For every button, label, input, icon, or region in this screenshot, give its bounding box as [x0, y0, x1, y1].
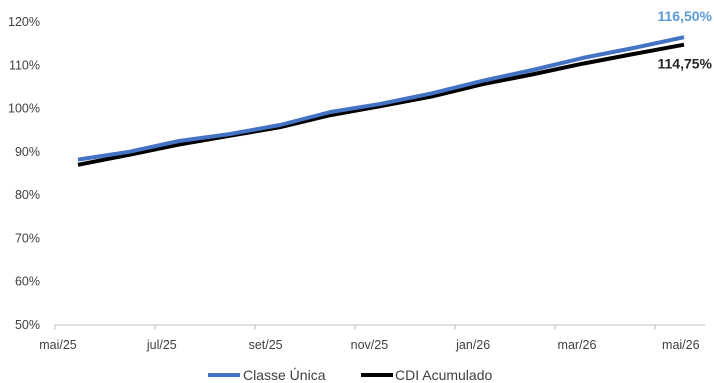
legend-label: Classe Única — [243, 367, 326, 383]
end-value-label: 114,75% — [658, 56, 713, 72]
series-line-1 — [77, 42, 685, 167]
x-axis: mai/25 jul/25 set/25 nov/25 jan/26 mar/26 mai/… — [39, 324, 705, 352]
x-tick-label: set/25 — [249, 338, 283, 352]
end-value-label: 116,50% — [658, 8, 713, 24]
x-tick-label: mai/26 — [662, 338, 700, 352]
y-tick-label: 120% — [8, 15, 40, 29]
x-tick-label: mar/26 — [558, 338, 597, 352]
series-layer — [77, 35, 685, 167]
legend-label: CDI Acumulado — [395, 367, 492, 383]
end-labels: 116,50% 114,75% — [658, 8, 713, 72]
x-tick-label: jul/25 — [146, 338, 177, 352]
y-tick-label: 110% — [9, 58, 40, 72]
legend: Classe Única CDI Acumulado — [208, 367, 492, 383]
series-line-0 — [77, 35, 685, 162]
y-tick-label: 60% — [15, 275, 40, 289]
y-axis: 50% 60% 70% 80% 90% 100% 110% 120% — [8, 15, 40, 332]
y-tick-label: 80% — [15, 188, 40, 202]
x-tick-label: jan/26 — [455, 338, 490, 352]
y-tick-label: 50% — [15, 318, 40, 332]
x-tick-label: nov/25 — [351, 338, 389, 352]
y-tick-label: 100% — [8, 102, 40, 116]
x-tick-label: mai/25 — [39, 338, 77, 352]
y-tick-label: 90% — [15, 145, 40, 159]
y-tick-label: 70% — [15, 231, 40, 245]
